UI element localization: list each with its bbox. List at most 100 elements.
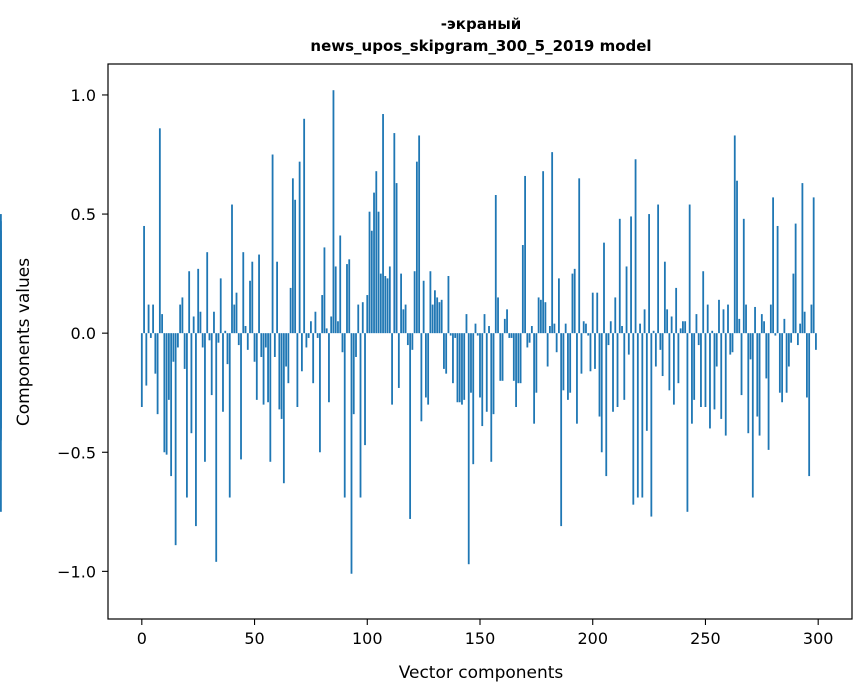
bar-component-132 bbox=[438, 302, 441, 334]
bar-component-59 bbox=[273, 333, 276, 357]
bar-component-26 bbox=[199, 311, 202, 334]
bar-component-257 bbox=[720, 333, 723, 419]
bar-component-216 bbox=[627, 333, 630, 355]
bar-component-98 bbox=[361, 302, 364, 334]
bar-component-259 bbox=[724, 333, 727, 436]
y-tick-label: −1.0 bbox=[57, 562, 96, 581]
bar-component-181 bbox=[548, 326, 551, 334]
bar-component-39 bbox=[228, 333, 231, 498]
bar-component-289 bbox=[792, 273, 795, 334]
bar-component-112 bbox=[393, 133, 396, 334]
bar-component-291 bbox=[796, 333, 799, 346]
bar-component-136 bbox=[447, 275, 450, 334]
bar-component-70 bbox=[298, 161, 301, 334]
bar-component-45 bbox=[242, 252, 245, 334]
bar-component-161 bbox=[503, 318, 506, 334]
bar-component-168 bbox=[519, 333, 522, 384]
bar-component-145 bbox=[467, 333, 470, 565]
bar-component-10 bbox=[163, 333, 166, 453]
bar-component-176 bbox=[537, 297, 540, 334]
bar-component-104 bbox=[375, 171, 378, 334]
bar-component-130 bbox=[434, 290, 436, 334]
bar-component-61 bbox=[278, 333, 281, 410]
bar-component-13 bbox=[170, 333, 173, 477]
bar-component-239 bbox=[679, 328, 682, 334]
bar-component-85 bbox=[332, 90, 335, 334]
bar-component-201 bbox=[594, 333, 596, 369]
x-tick-label: 0 bbox=[137, 629, 147, 648]
bar-component-219 bbox=[634, 159, 637, 334]
bar-component-169 bbox=[521, 245, 524, 334]
bar-component-105 bbox=[377, 211, 380, 334]
bar-component-118 bbox=[406, 333, 409, 346]
bar-component-215 bbox=[625, 266, 628, 334]
bar-component-91 bbox=[346, 264, 348, 334]
bar-component-81 bbox=[323, 247, 326, 334]
bar-component-undefined bbox=[0, 333, 2, 391]
bar-component-199 bbox=[589, 333, 592, 372]
bar-component-38 bbox=[226, 333, 229, 365]
bar-component-238 bbox=[677, 333, 680, 384]
bar-component-284 bbox=[781, 333, 784, 403]
bar-component-126 bbox=[424, 333, 427, 398]
bar-component-82 bbox=[325, 328, 328, 334]
bar-component-156 bbox=[492, 333, 495, 415]
bar-component-244 bbox=[691, 333, 693, 424]
bar-component-288 bbox=[790, 333, 793, 343]
bar-component-106 bbox=[379, 273, 382, 334]
bar-component-191 bbox=[571, 273, 574, 334]
bar-component-138 bbox=[452, 333, 454, 384]
bar-component-65 bbox=[287, 333, 290, 384]
x-tick-label: 50 bbox=[244, 629, 264, 648]
bar-component-292 bbox=[799, 323, 802, 334]
bar-component-47 bbox=[246, 333, 249, 350]
bar-component-188 bbox=[564, 323, 567, 334]
bar-component-232 bbox=[663, 261, 666, 334]
bar-component-270 bbox=[749, 333, 752, 360]
bar-component-295 bbox=[806, 333, 808, 398]
bar-component-245 bbox=[693, 333, 696, 400]
bar-component-267 bbox=[742, 218, 745, 334]
bar-component-186 bbox=[560, 333, 563, 527]
bar-component-76 bbox=[312, 333, 315, 384]
x-tick-label: 300 bbox=[803, 629, 834, 648]
bar-component-286 bbox=[785, 333, 788, 393]
bar-component-262 bbox=[731, 333, 734, 353]
bar-component-268 bbox=[745, 304, 747, 334]
bar-component-170 bbox=[524, 175, 526, 334]
bar-component-255 bbox=[715, 333, 718, 367]
bar-component-95 bbox=[355, 333, 357, 357]
bar-component-210 bbox=[614, 297, 617, 334]
bar-component-83 bbox=[328, 333, 330, 403]
bar-component-57 bbox=[269, 333, 272, 462]
bar-component-37 bbox=[224, 330, 227, 334]
bar-component-243 bbox=[688, 204, 691, 334]
bar-component-171 bbox=[526, 333, 529, 348]
bar-component-167 bbox=[517, 333, 520, 384]
bar-component-237 bbox=[675, 287, 678, 334]
chart-title-line-2: news_upos_skipgram_300_5_2019 model bbox=[310, 37, 651, 55]
y-tick-label: 1.0 bbox=[71, 86, 96, 105]
bar-component-35 bbox=[219, 278, 222, 334]
bar-component-53 bbox=[260, 333, 263, 357]
bar-component-116 bbox=[402, 309, 405, 334]
bar-component-49 bbox=[251, 261, 254, 334]
bar-component-40 bbox=[231, 204, 233, 334]
bar-component-15 bbox=[174, 333, 177, 546]
bar-component-195 bbox=[580, 333, 583, 374]
bar-component-208 bbox=[609, 321, 612, 334]
bar-component-275 bbox=[760, 314, 763, 334]
bar-component-50 bbox=[253, 333, 256, 362]
bar-component-162 bbox=[506, 309, 508, 334]
bar-component-90 bbox=[343, 333, 346, 498]
x-axis-ticks: 0 50 100 150 200 250 300 bbox=[137, 619, 834, 648]
bar-component-190 bbox=[569, 333, 572, 393]
bar-component-225 bbox=[648, 214, 650, 334]
bar-component-281 bbox=[774, 333, 777, 336]
bar-component-79 bbox=[319, 333, 321, 453]
bar-component-192 bbox=[573, 268, 576, 334]
bar-component-197 bbox=[585, 323, 587, 334]
bar-component-21 bbox=[188, 271, 191, 334]
bar-component-226 bbox=[650, 333, 653, 517]
